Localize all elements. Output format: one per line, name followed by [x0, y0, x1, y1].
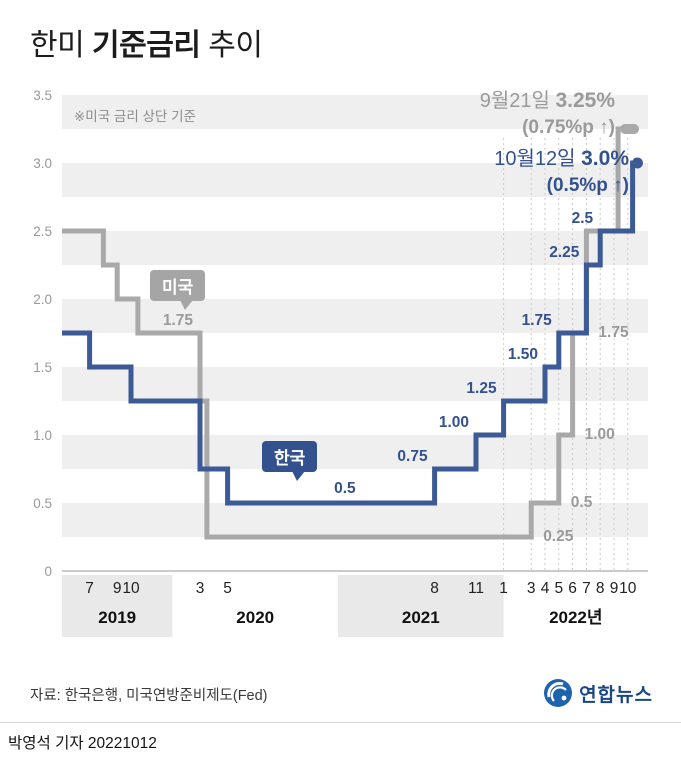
bg-stripe — [62, 503, 648, 537]
month-label: 9 — [113, 580, 122, 597]
value-label: 1.75 — [522, 312, 553, 329]
yonhap-logo: 연합뉴스 — [543, 678, 653, 708]
y-tick-label: 1.5 — [33, 360, 52, 375]
value-label: 2.25 — [549, 244, 580, 261]
series-label-us: 미국 — [150, 270, 206, 310]
year-label: 2022년 — [549, 608, 602, 627]
year-band — [338, 575, 504, 637]
y-tick-label: 0 — [44, 564, 52, 579]
yonhap-logo-text: 연합뉴스 — [579, 684, 653, 706]
y-tick-label: 3.0 — [33, 156, 52, 171]
byline: 박영석 기자 20221012 — [8, 735, 157, 752]
value-label: 1.75 — [163, 312, 194, 329]
kr-annotation-line1: 10월12일 3.0% — [494, 144, 629, 173]
title-pre: 한미 — [30, 29, 93, 62]
month-label: 8 — [596, 580, 605, 597]
y-tick-label: 2.5 — [33, 224, 52, 239]
y-tick-label: 3.5 — [33, 88, 52, 103]
bg-stripe — [62, 231, 648, 265]
kr-annotation-value: 3.0% — [581, 147, 629, 170]
value-label: 2.5 — [572, 210, 594, 227]
source-note: 자료: 한국은행, 미국연방준비제도(Fed) — [30, 688, 268, 704]
footer-divider — [0, 722, 681, 723]
bg-stripe — [62, 299, 648, 333]
year-band — [62, 575, 173, 637]
y-tick-label: 1.0 — [33, 428, 52, 443]
year-label: 2020 — [236, 608, 274, 627]
y-tick-label: 0.5 — [33, 496, 52, 511]
month-label: 1 — [499, 580, 508, 597]
yonhap-logo-icon — [544, 679, 573, 707]
month-label: 6 — [568, 580, 577, 597]
month-label: 9 — [610, 580, 619, 597]
series-label-kr: 한국 — [262, 441, 318, 481]
y-tick-label: 2.0 — [33, 292, 52, 307]
year-label: 2021 — [402, 608, 440, 627]
month-label: 8 — [430, 580, 439, 597]
chart-note: ※미국 금리 상단 기준 — [74, 109, 196, 124]
bg-stripe — [62, 367, 648, 401]
value-label: 1.75 — [598, 324, 629, 341]
month-label: 11 — [468, 580, 484, 597]
value-label: 0.5 — [571, 494, 593, 511]
kr-annotation-date: 10월12일 — [494, 148, 582, 170]
us-annotation: 9월21일 3.25% (0.75%p ↑) — [480, 86, 615, 142]
value-label: 0.5 — [334, 480, 356, 497]
kr-end-dot — [631, 157, 643, 169]
us-annotation-change: (0.75%p ↑) — [522, 117, 615, 139]
bg-stripe — [62, 95, 648, 129]
month-label: 5 — [223, 580, 232, 597]
year-label: 2019 — [98, 608, 136, 627]
month-label: 3 — [527, 580, 536, 597]
bg-stripe — [62, 163, 648, 197]
kr-line — [62, 160, 638, 506]
kr-annotation: 10월12일 3.0% (0.5%p ↑) — [494, 144, 629, 200]
title-post: 추이 — [200, 29, 263, 62]
value-label: 1.00 — [585, 426, 615, 443]
month-label: 10 — [122, 580, 140, 597]
kr-annotation-change: (0.5%p ↑) — [546, 175, 629, 197]
title-bold: 기준금리 — [92, 29, 201, 62]
value-label: 0.25 — [543, 528, 574, 545]
value-label: 1.50 — [508, 346, 538, 363]
month-label: 10 — [619, 580, 637, 597]
us-annotation-date: 9월21일 — [479, 90, 556, 112]
page-title: 한미 기준금리 추이 — [30, 20, 263, 64]
month-label: 5 — [554, 580, 563, 597]
value-label: 0.75 — [397, 448, 428, 465]
month-label: 7 — [85, 580, 94, 597]
month-label: 3 — [196, 580, 205, 597]
month-label: 4 — [541, 580, 550, 597]
month-label: 7 — [582, 580, 591, 597]
bg-stripe — [62, 435, 648, 469]
value-label: 1.00 — [439, 414, 469, 431]
value-label: 1.25 — [466, 380, 497, 397]
us-annotation-line1: 9월21일 3.25% — [480, 86, 615, 115]
us-annotation-value: 3.25% — [555, 89, 615, 112]
